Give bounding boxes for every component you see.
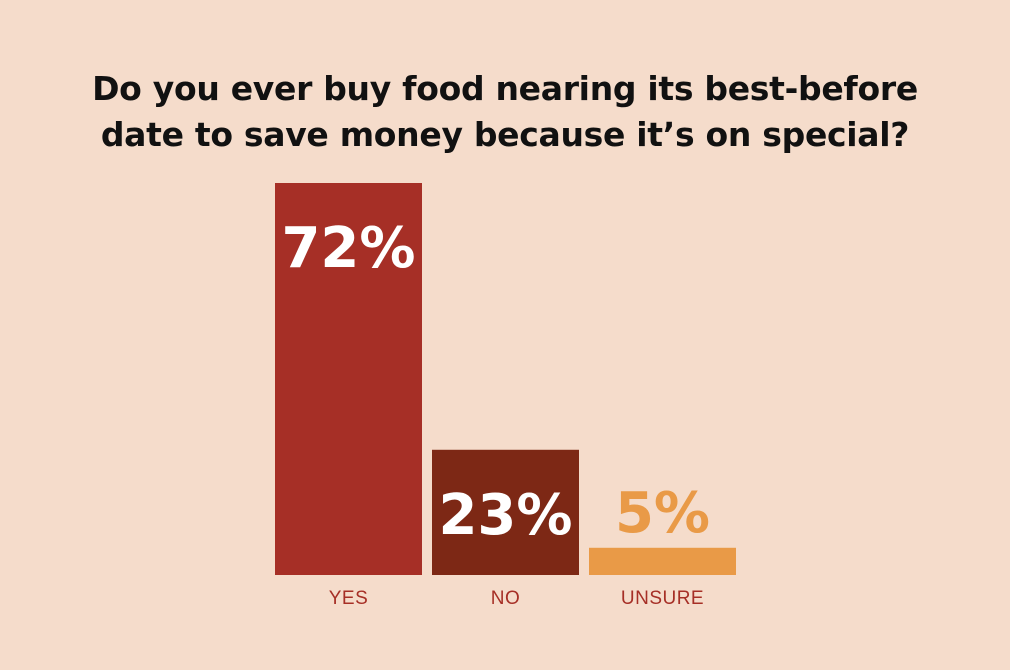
category-label-yes: YES xyxy=(329,588,369,609)
value-label-no: 23% xyxy=(438,483,572,548)
chart-title: Do you ever buy food nearing its best-be… xyxy=(60,66,950,158)
chart-title-line-2: date to save money because it’s on speci… xyxy=(100,115,910,154)
bar-unsure xyxy=(589,547,736,575)
category-label-no: NO xyxy=(491,588,521,609)
bar-no xyxy=(432,449,579,575)
chart-title-line-1: Do you ever buy food nearing its best-be… xyxy=(92,69,918,108)
value-label-yes: 72% xyxy=(281,216,415,281)
category-label-unsure: UNSURE xyxy=(621,588,704,609)
value-label-unsure: 5% xyxy=(615,481,710,546)
bar-yes xyxy=(275,183,422,575)
